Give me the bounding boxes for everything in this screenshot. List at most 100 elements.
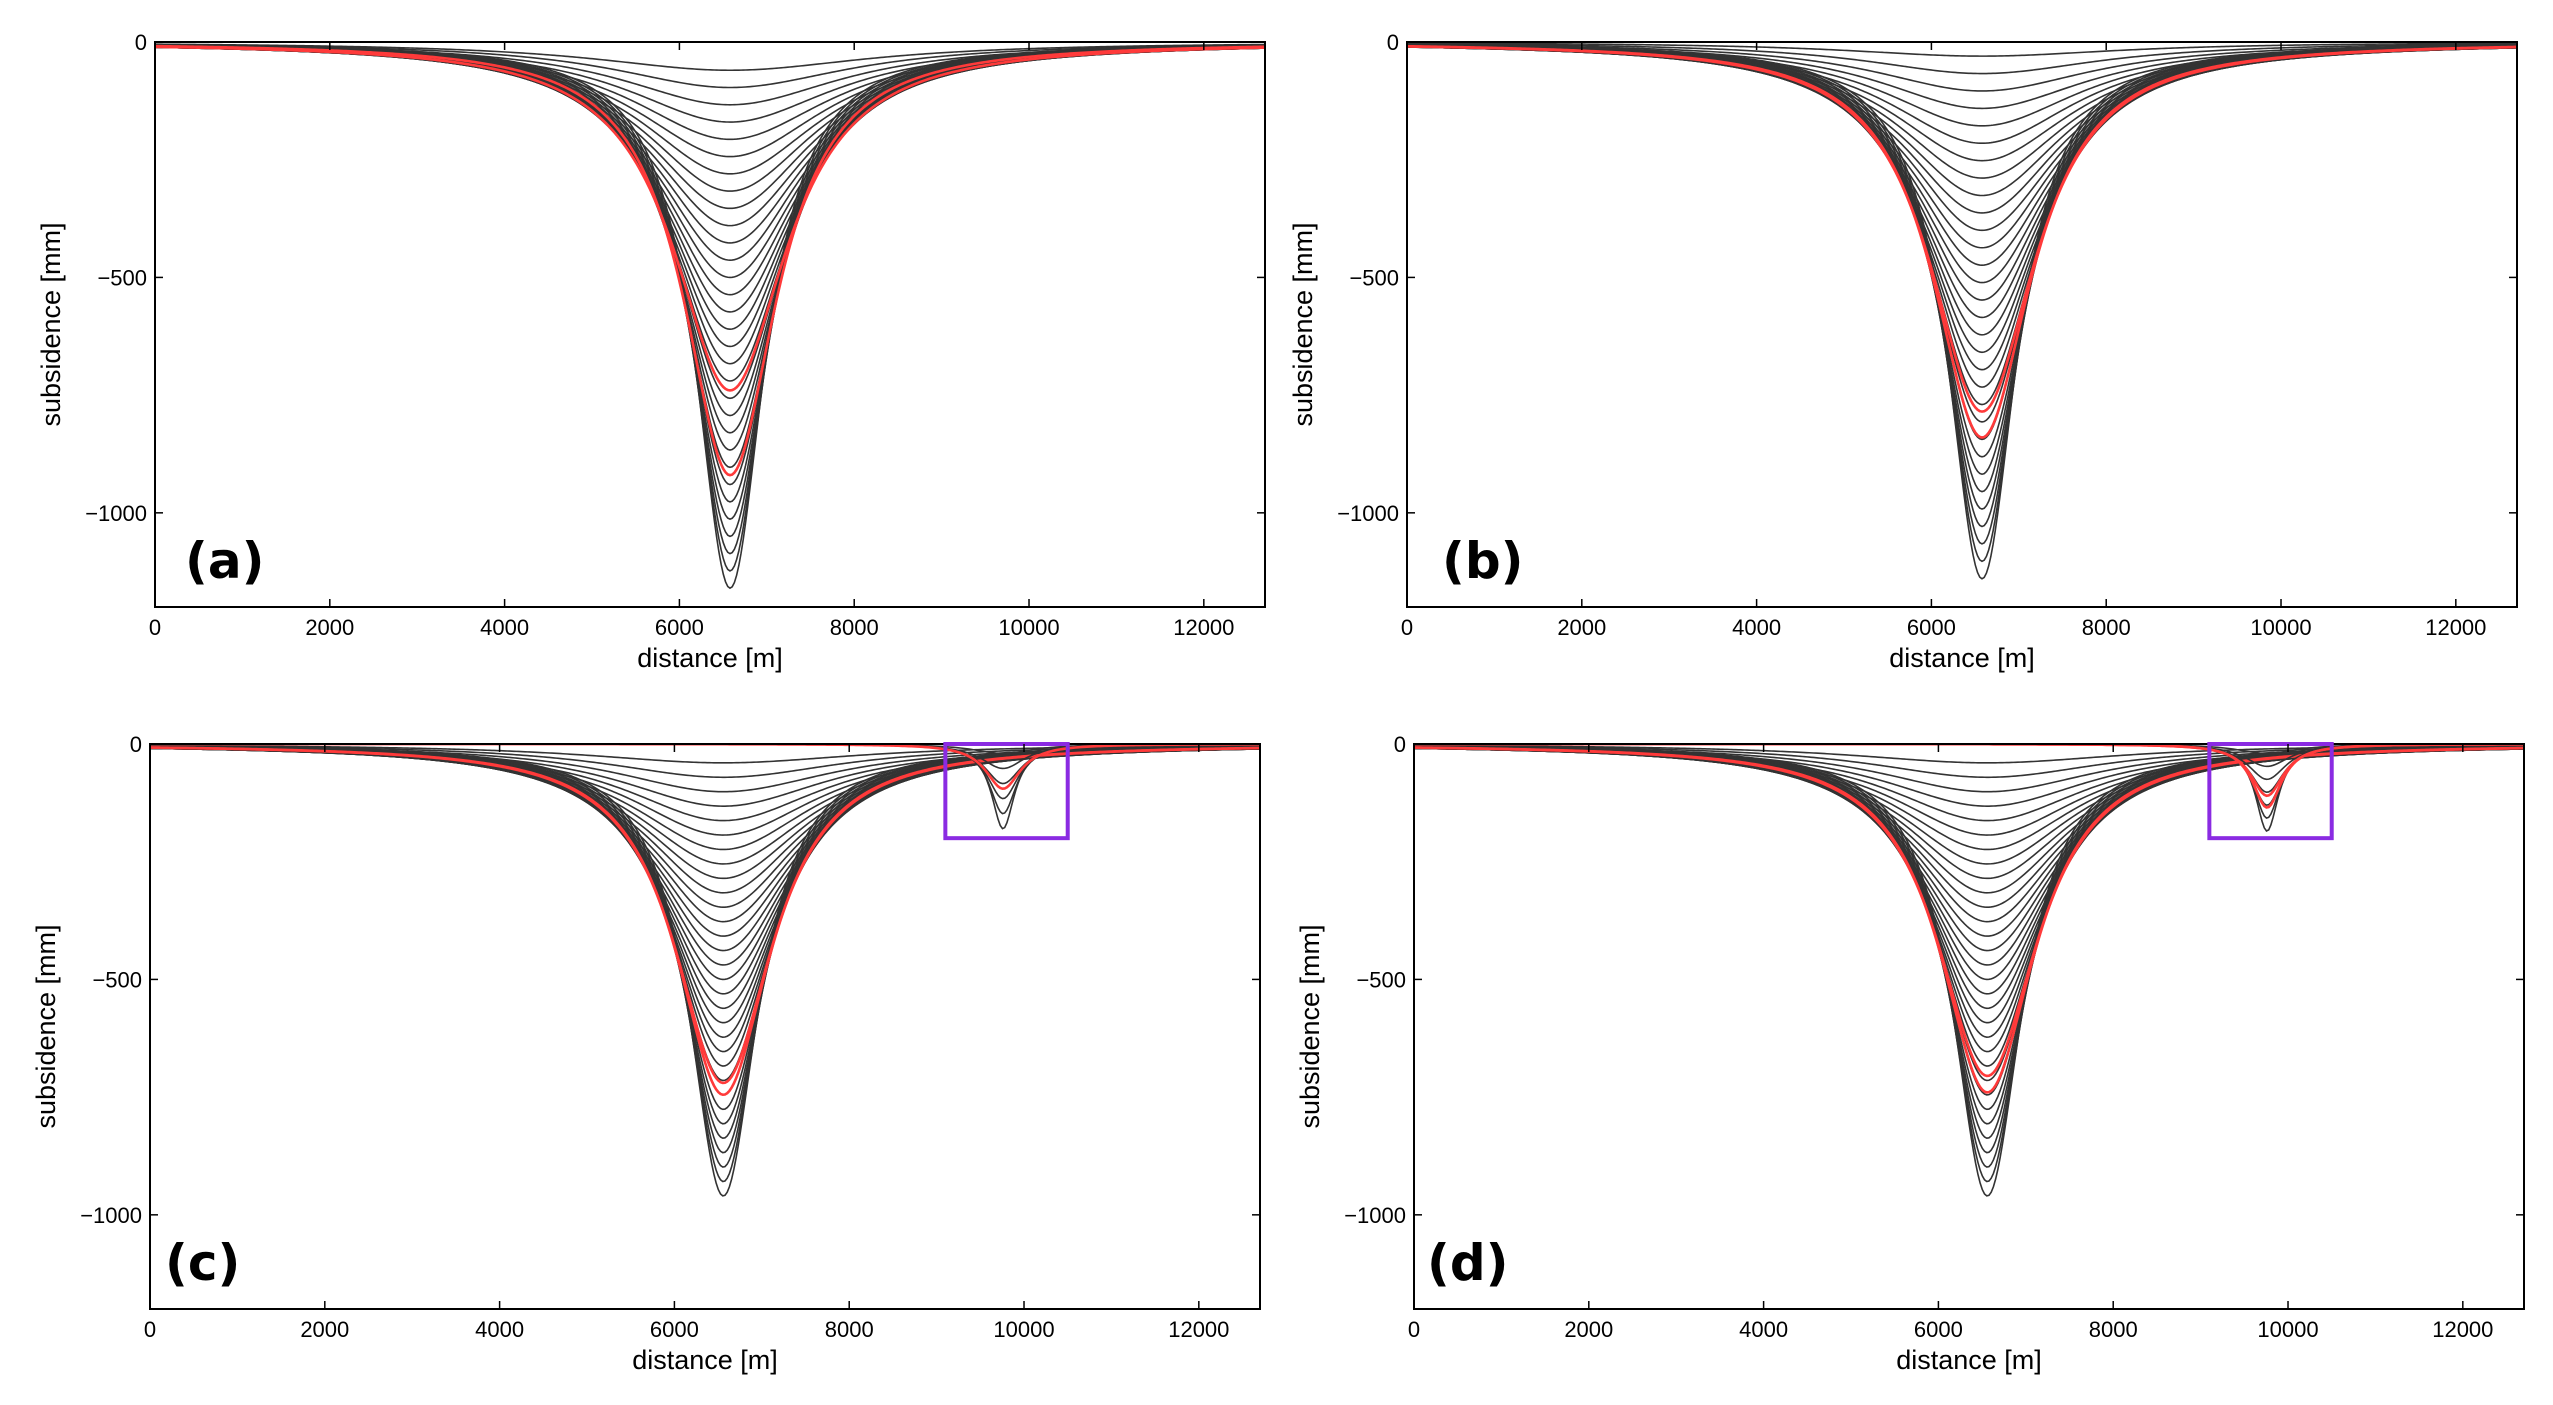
main-profile-line xyxy=(150,747,1260,880)
main-highlighted-profile-line xyxy=(1414,746,2524,1094)
profile-curves-c xyxy=(150,744,1260,1197)
x-axis-title: distance [m] xyxy=(1889,643,2035,673)
main-profile-line xyxy=(150,745,1260,1183)
main-profile-line xyxy=(155,45,1265,451)
main-profile-line xyxy=(150,746,1260,1125)
x-tick-label: 12000 xyxy=(1168,1317,1229,1342)
secondary-profile-line xyxy=(1414,744,2524,819)
main-profile-line xyxy=(150,747,1260,909)
main-profile-line xyxy=(155,44,1265,123)
main-profile-line xyxy=(1407,43,2517,92)
y-tick-label: −1000 xyxy=(85,501,147,526)
plot-frame xyxy=(149,743,1261,1310)
main-profile-line xyxy=(1414,747,2524,1010)
main-highlighted-profile-line xyxy=(150,746,1260,1097)
y-tick-label: −500 xyxy=(97,265,147,290)
x-tick-label: 4000 xyxy=(475,1317,524,1342)
main-profile-line xyxy=(150,747,1260,966)
panel-label: (d) xyxy=(1427,1234,1509,1292)
highlight-box xyxy=(943,742,1070,841)
y-tick-label: −1000 xyxy=(1337,501,1399,526)
x-tick-label: 0 xyxy=(1408,1317,1420,1342)
chart-panel-c: 0 2000 4000 6000 8000 10000 12000 0 −500 −1000 dis… xyxy=(0,702,1277,1405)
main-highlighted-profile-line xyxy=(1407,44,2517,439)
x-tick-label: 12000 xyxy=(2425,615,2486,640)
y-axis-title: subsidence [mm] xyxy=(31,924,61,1128)
main-profile-line xyxy=(1414,747,2524,909)
main-profile-line xyxy=(1407,45,2517,406)
main-highlighted-profile-line xyxy=(155,45,1265,392)
main-profile-line xyxy=(155,44,1265,538)
x-tick-label: 8000 xyxy=(825,1317,874,1342)
x-tick-label: 8000 xyxy=(2082,615,2131,640)
secondary-profile-line xyxy=(1414,744,2524,832)
main-profile-line xyxy=(1407,45,2517,162)
profile-curves-a xyxy=(155,43,1265,590)
plot-frame xyxy=(1413,743,2525,1310)
main-profile-line xyxy=(1414,747,2524,981)
chart-svg-c: 0 2000 4000 6000 8000 10000 12000 0 −500 −1000 dis… xyxy=(31,732,1261,1375)
main-profile-line xyxy=(1414,747,2524,995)
main-profile-line xyxy=(1414,747,2524,880)
main-profile-line xyxy=(155,46,1265,348)
y-axis-title: subsidence [mm] xyxy=(36,222,66,426)
main-profile-line xyxy=(155,44,1265,520)
main-profile-line xyxy=(1407,44,2517,580)
chart-panel-a: 0 2000 4000 6000 8000 10000 12000 0 −500 −1000 dis… xyxy=(0,0,1277,702)
main-profile-line xyxy=(150,747,1260,952)
profile-curves-d xyxy=(1414,744,2524,1197)
main-profile-line xyxy=(1407,42,2517,57)
main-profile-line xyxy=(1407,45,2517,371)
main-profile-line xyxy=(1407,45,2517,179)
x-tick-label: 0 xyxy=(1401,615,1413,640)
chart-svg-a: 0 2000 4000 6000 8000 10000 12000 0 −500 −1000 dis… xyxy=(36,30,1266,673)
x-tick-label: 6000 xyxy=(1914,1317,1963,1342)
main-profile-line xyxy=(1414,747,2524,966)
x-axis-title: distance [m] xyxy=(1896,1345,2042,1375)
main-profile-line xyxy=(1414,747,2524,1024)
main-profile-line xyxy=(150,746,1260,822)
main-profile-line xyxy=(1414,747,2524,923)
panel-label: (a) xyxy=(185,532,264,590)
main-profile-line xyxy=(1414,746,2524,1096)
main-profile-line xyxy=(155,46,1265,331)
main-profile-line xyxy=(1407,46,2517,249)
x-tick-label: 2000 xyxy=(1564,1317,1613,1342)
main-profile-line xyxy=(155,45,1265,158)
main-profile-line xyxy=(1407,45,2517,145)
main-highlighted-profile-line xyxy=(155,44,1265,477)
y-tick-label: −500 xyxy=(1356,967,1406,992)
x-tick-label: 0 xyxy=(149,615,161,640)
main-profile-line xyxy=(1407,45,2517,423)
main-profile-line xyxy=(1407,46,2517,214)
x-tick-label: 2000 xyxy=(300,1317,349,1342)
x-tick-label: 10000 xyxy=(2257,1317,2318,1342)
y-tick-label: −500 xyxy=(92,967,142,992)
x-tick-label: 12000 xyxy=(1173,615,1234,640)
y-axis-title: subsidence [mm] xyxy=(1288,222,1318,426)
main-profile-line xyxy=(155,46,1265,244)
main-profile-line xyxy=(1414,747,2524,894)
highlight-box xyxy=(2207,742,2334,841)
y-tick-label: 0 xyxy=(135,30,147,55)
y-tick-label: 0 xyxy=(1394,732,1406,757)
x-tick-label: 8000 xyxy=(830,615,879,640)
main-profile-line xyxy=(150,747,1260,1010)
plot-frame xyxy=(1406,41,2518,608)
x-tick-label: 2000 xyxy=(305,615,354,640)
main-profile-line xyxy=(1414,746,2524,822)
profile-curves-b xyxy=(1407,42,2517,580)
x-axis-title: distance [m] xyxy=(632,1345,778,1375)
x-tick-label: 6000 xyxy=(655,615,704,640)
y-axis-title: subsidence [mm] xyxy=(1295,924,1325,1128)
x-tick-label: 4000 xyxy=(1732,615,1781,640)
main-profile-line xyxy=(155,43,1265,89)
main-profile-line xyxy=(150,746,1260,1096)
main-profile-line xyxy=(1407,43,2517,75)
main-profile-line xyxy=(1414,746,2524,1125)
panel-label: (b) xyxy=(1442,532,1524,590)
main-profile-line xyxy=(155,44,1265,590)
main-profile-line xyxy=(155,46,1265,382)
x-axis-title: distance [m] xyxy=(637,643,783,673)
main-profile-line xyxy=(155,45,1265,141)
